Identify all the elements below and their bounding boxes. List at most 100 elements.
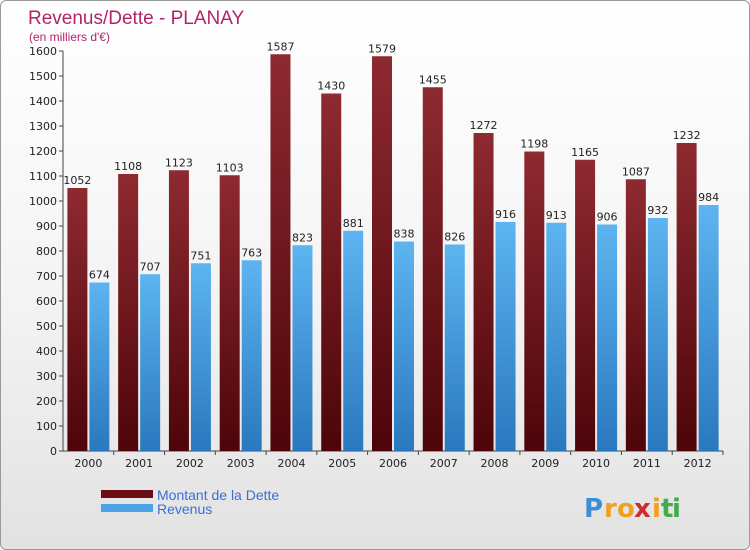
debt-bar [676, 143, 697, 451]
debt-value-label: 1165 [571, 146, 599, 159]
revenus-bar [140, 274, 161, 451]
y-tick-label: 1500 [29, 70, 57, 83]
x-tick-label: 2001 [125, 457, 153, 470]
y-tick-label: 1600 [29, 45, 57, 58]
y-tick-label: 1200 [29, 145, 57, 158]
revenus-bar [597, 224, 618, 451]
data-labels: 1052 674 1108 707 1123 751 1103 763 1587 823 1430 8… [63, 40, 719, 281]
revenus-bar [698, 205, 719, 451]
x-tick-label: 2002 [176, 457, 204, 470]
debt-value-label: 1198 [520, 138, 548, 151]
revenus-value-label: 823 [292, 231, 313, 244]
y-tick-label: 300 [36, 370, 57, 383]
logo-letter: r [604, 494, 617, 524]
debt-bar [67, 188, 88, 451]
debt-bar [422, 87, 443, 451]
revenus-bar [495, 222, 516, 451]
y-tick-label: 100 [36, 420, 57, 433]
y-tick-label: 0 [50, 445, 57, 458]
logo-letter: o [617, 494, 635, 524]
revenus-bar [444, 244, 465, 451]
revenus-bar [546, 222, 567, 451]
revenus-bar [647, 218, 668, 451]
legend-swatch-debt [101, 490, 153, 498]
x-tick-label: 2008 [481, 457, 509, 470]
logo-letter: P [584, 494, 603, 524]
x-tick-label: 2000 [74, 457, 102, 470]
debt-value-label: 1430 [317, 80, 345, 93]
debt-value-label: 1579 [368, 42, 396, 55]
revenus-value-label: 674 [89, 269, 110, 282]
revenus-value-label: 881 [343, 217, 364, 230]
revenus-bar [190, 263, 211, 451]
debt-value-label: 1455 [419, 73, 447, 86]
revenus-value-label: 984 [698, 191, 719, 204]
y-tick-label: 1100 [29, 170, 57, 183]
legend-swatch-revenus [101, 504, 153, 512]
y-tick-label: 700 [36, 270, 57, 283]
y-tick-label: 600 [36, 295, 57, 308]
legend: Montant de la Dette Revenus [101, 487, 279, 517]
revenus-value-label: 913 [546, 209, 567, 222]
chart-title: Revenus/Dette - PLANAY [28, 8, 244, 29]
x-tick-label: 2006 [379, 457, 407, 470]
debt-value-label: 1587 [266, 40, 294, 53]
debt-bar [270, 54, 291, 451]
x-tick-label: 2012 [684, 457, 712, 470]
revenus-bar [89, 282, 110, 451]
debt-value-label: 1108 [114, 160, 142, 173]
debt-value-label: 1087 [622, 165, 650, 178]
revenus-value-label: 838 [394, 228, 415, 241]
debt-value-label: 1232 [673, 129, 701, 142]
y-tick-label: 400 [36, 345, 57, 358]
debt-bar [625, 179, 646, 451]
y-tick-label: 1400 [29, 95, 57, 108]
legend-label-revenus: Revenus [157, 501, 212, 517]
debt-bar [321, 93, 342, 451]
chart-subtitle: (en milliers d'€) [29, 30, 110, 44]
revenus-bar [241, 260, 262, 451]
x-tick-label: 2004 [277, 457, 305, 470]
debt-bar [524, 151, 545, 451]
logo-letter: i [672, 494, 681, 524]
revenus-value-label: 751 [190, 249, 211, 262]
legend-label-debt: Montant de la Dette [157, 487, 279, 503]
debt-bar [219, 175, 240, 451]
y-tick-label: 1300 [29, 120, 57, 133]
debt-bar [372, 56, 392, 451]
x-tick-label: 2007 [430, 457, 458, 470]
x-tick-label: 2009 [531, 457, 559, 470]
revenus-value-label: 932 [647, 204, 668, 217]
debt-bar [473, 133, 494, 451]
debt-value-label: 1103 [216, 161, 244, 174]
debt-bar [168, 170, 189, 451]
y-tick-label: 800 [36, 245, 57, 258]
debt-value-label: 1272 [470, 119, 498, 132]
debt-value-label: 1052 [63, 174, 91, 187]
debt-bar [575, 159, 596, 451]
revenus-value-label: 916 [495, 208, 516, 221]
revenus-value-label: 707 [140, 260, 161, 273]
revenus-bar [343, 230, 364, 451]
x-tick-label: 2010 [582, 457, 610, 470]
revenus-value-label: 826 [444, 231, 465, 244]
revenus-bar [394, 241, 414, 451]
revenus-value-label: 763 [241, 246, 262, 259]
debt-value-label: 1123 [165, 156, 193, 169]
revenus-value-label: 906 [597, 211, 618, 224]
y-tick-label: 200 [36, 395, 57, 408]
y-tick-label: 1000 [29, 195, 57, 208]
x-tick-label: 2005 [328, 457, 356, 470]
revenus-bar [292, 245, 313, 451]
logo-letter: i [652, 494, 661, 524]
y-tick-label: 500 [36, 320, 57, 333]
axes: 0 100 200 300 400 500 600 700 800 900 1000 1100 1200… [29, 45, 724, 470]
logo-letter: t [661, 494, 673, 524]
x-tick-label: 2003 [227, 457, 255, 470]
bars [67, 54, 719, 451]
debt-bar [118, 174, 139, 451]
logo-letter: x [634, 494, 651, 524]
